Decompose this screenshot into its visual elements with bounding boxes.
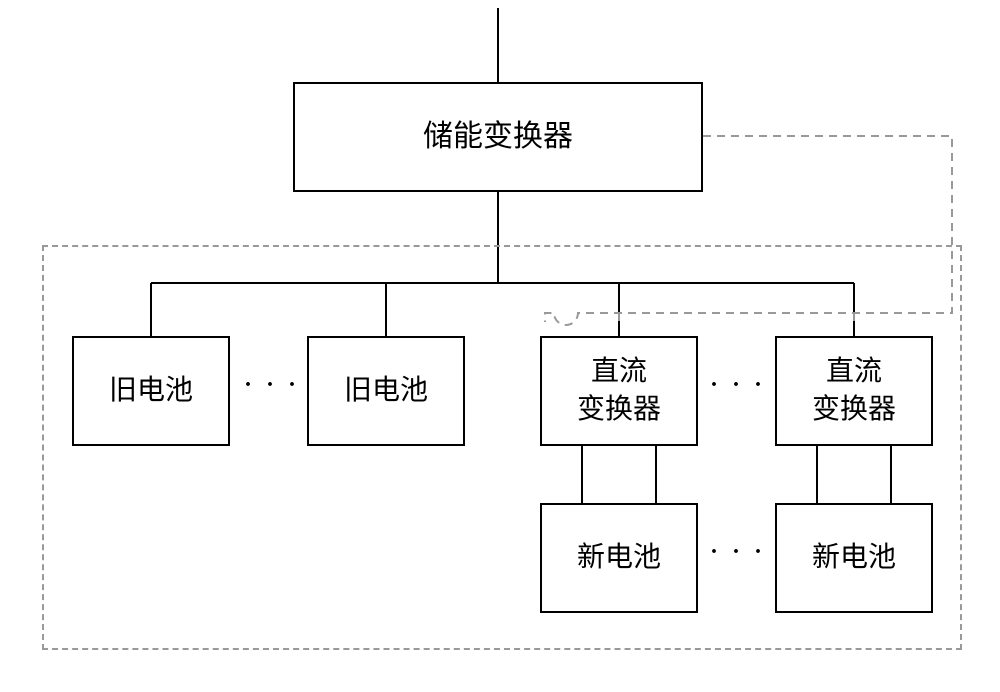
node-dc-converter-2: 直流 变换器 — [775, 336, 933, 446]
node-energy-storage-converter: 储能变换器 — [293, 82, 703, 192]
ellipsis-text: · · · — [710, 372, 766, 398]
node-label: 直流 变换器 — [577, 353, 661, 429]
node-label: 直流 变换器 — [812, 353, 896, 429]
ellipsis-dc-converters: · · · — [710, 372, 766, 399]
node-old-battery-1: 旧电池 — [72, 336, 230, 446]
ellipsis-new-batteries: · · · — [710, 539, 766, 566]
node-label: 新电池 — [812, 539, 896, 577]
ellipsis-old-batteries: · · · — [244, 372, 300, 399]
node-new-battery-2: 新电池 — [775, 503, 933, 613]
node-label: 储能变换器 — [423, 117, 573, 158]
node-old-battery-2: 旧电池 — [307, 336, 465, 446]
diagram-canvas: 储能变换器 旧电池 旧电池 直流 变换器 直流 变换器 新电池 新电池 · · … — [0, 0, 1000, 692]
node-label: 旧电池 — [344, 372, 428, 410]
node-dc-converter-1: 直流 变换器 — [540, 336, 698, 446]
node-label: 新电池 — [577, 539, 661, 577]
ellipsis-text: · · · — [244, 372, 300, 398]
node-label: 旧电池 — [109, 372, 193, 410]
node-new-battery-1: 新电池 — [540, 503, 698, 613]
ellipsis-text: · · · — [710, 539, 766, 565]
